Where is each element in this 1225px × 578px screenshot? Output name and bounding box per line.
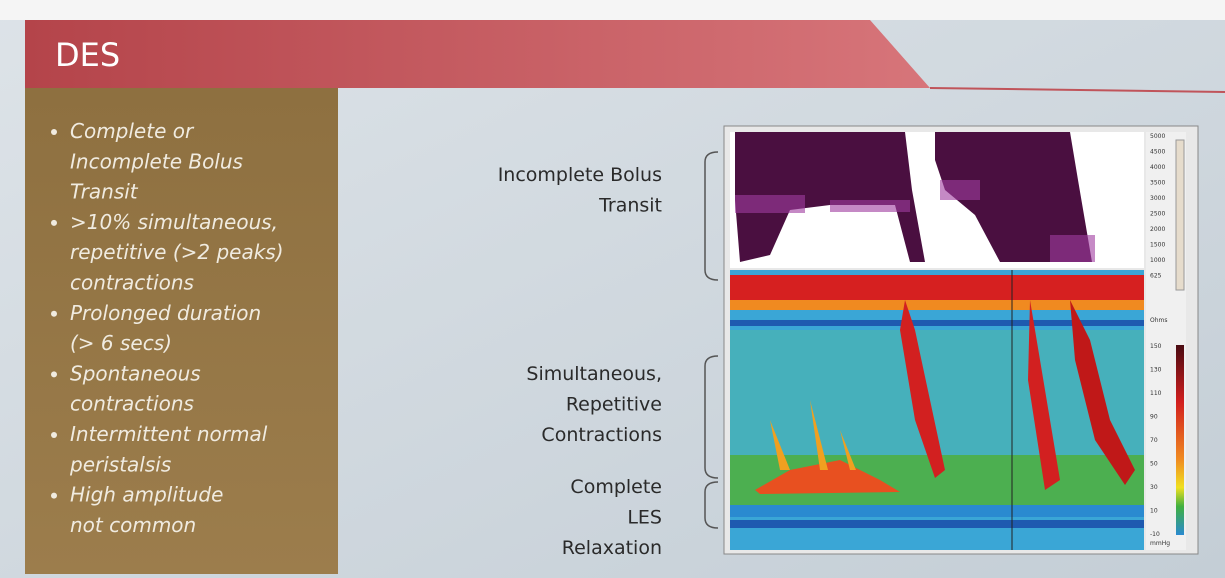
impedance-scale-label: 1000 (1150, 257, 1165, 264)
bullet-text: peristalsis (69, 452, 171, 476)
bracket (704, 355, 719, 479)
annotation-text: Transit (598, 195, 662, 217)
impedance-scale-label: 4000 (1150, 164, 1165, 171)
annotation-text: LES (627, 507, 662, 529)
pressure-scale-label: 50 (1150, 461, 1158, 468)
top-strip (0, 0, 1225, 20)
bullets: Complete or Incomplete Bolus Transit >10% s… (51, 119, 284, 537)
annotation-text: Simultaneous, (526, 363, 662, 385)
pressure-scale-label: -10 (1150, 531, 1160, 538)
bullet-text: Spontaneous (70, 361, 201, 385)
bracket (704, 481, 719, 529)
pressure-scale-label: 90 (1150, 414, 1158, 421)
impedance-scale-label: 625 (1150, 273, 1162, 280)
bracket (704, 151, 719, 281)
bullet-text: contractions (70, 392, 194, 416)
impedance-scale-label: 1500 (1150, 242, 1165, 249)
impedance-scale-label: 3000 (1150, 195, 1165, 202)
bullet-text: High amplitude (70, 483, 223, 507)
bullet-text: Incomplete Bolus (70, 149, 243, 173)
bullet-text: Intermittent normal (70, 422, 268, 446)
bullet-text: not common (70, 513, 196, 537)
impedance-scale-label: 2000 (1150, 226, 1165, 233)
bullet-text: Prolonged duration (70, 301, 261, 325)
banner-line (929, 87, 1225, 93)
impedance-colorbar (1175, 139, 1185, 291)
annotation-text: Repetitive (566, 394, 662, 416)
pressure-unit: mmHg (1150, 540, 1170, 547)
pressure-scale-label: 10 (1150, 508, 1158, 515)
brackets (704, 151, 719, 529)
bullet-dot (51, 219, 57, 226)
pressure-scale-label: 130 (1150, 367, 1162, 374)
bullet-text: Complete or (70, 119, 195, 143)
bullet-dot (51, 310, 57, 317)
impedance-haze (735, 180, 1095, 262)
impedance-scale-label: 3500 (1150, 180, 1165, 187)
annotation-text: Contractions (541, 424, 662, 446)
impedance-blobs (735, 132, 1092, 262)
impedance-unit: Ohms (1150, 317, 1168, 324)
annotations: Incomplete Bolus Transit Simultaneous, Repe… (498, 164, 662, 559)
bullet-dot (51, 432, 57, 438)
pressure-scale-label: 150 (1150, 343, 1162, 350)
annotation-text: Incomplete Bolus (498, 164, 662, 186)
annotation-text: Complete (570, 476, 662, 498)
title: DES (55, 36, 120, 74)
title-banner (25, 20, 930, 88)
impedance-scale-label: 2500 (1150, 211, 1165, 218)
bullet-dot (51, 129, 57, 135)
bullet-text: contractions (70, 271, 194, 295)
bullet-panel (25, 88, 338, 574)
bullet-text: repetitive (>2 peaks) (70, 240, 284, 264)
bullet-text: Transit (70, 180, 139, 204)
bullet-dot (51, 492, 57, 499)
scales: 5000 4500 4000 3500 3000 2500 2000 1500 1000 625 O… (1150, 133, 1170, 547)
pressure-bands (730, 270, 1144, 550)
pressure-colorbar (1176, 345, 1184, 535)
pressure-scale-label: 30 (1150, 484, 1158, 491)
annotation-text: Relaxation (562, 537, 662, 559)
bullet-dot (51, 371, 57, 378)
bullet-text: >10% simultaneous, (70, 210, 278, 234)
impedance-scale-label: 4500 (1150, 149, 1165, 156)
bullet-text: (> 6 secs) (70, 331, 172, 355)
pressure-scale-label: 70 (1150, 437, 1158, 444)
pressure-scale-label: 110 (1150, 390, 1162, 397)
impedance-scale-label: 5000 (1150, 133, 1165, 140)
